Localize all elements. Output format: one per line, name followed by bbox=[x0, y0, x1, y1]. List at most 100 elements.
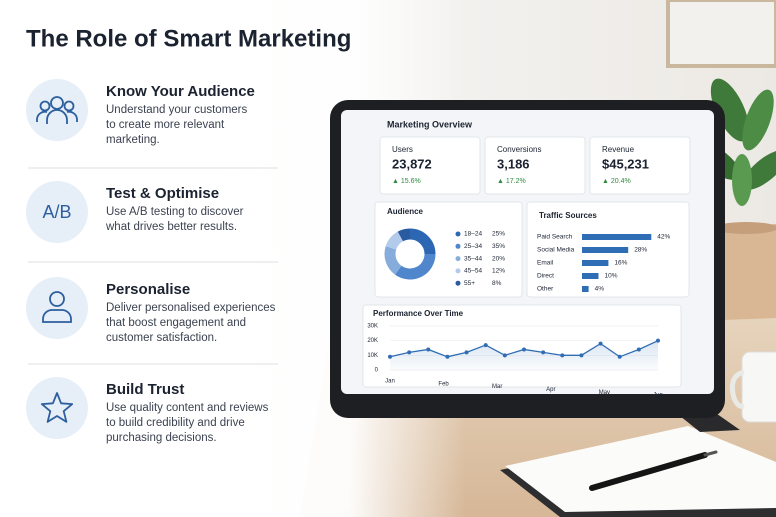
point bbox=[522, 347, 526, 352]
x-tick-label: Jun bbox=[653, 393, 663, 399]
y-tick-label: 20K bbox=[367, 338, 378, 344]
item: A/B Test & Optimise Use A/B testing to dis… bbox=[26, 181, 278, 263]
chart-title: Performance Over Time bbox=[373, 309, 464, 318]
item-title: Build Trust bbox=[106, 381, 184, 398]
point bbox=[502, 353, 507, 358]
item-description: Deliver personalised experiences bbox=[106, 302, 276, 314]
point bbox=[579, 353, 584, 358]
legend-label: 18–24 bbox=[464, 231, 482, 238]
item-description: that boost engagement and bbox=[106, 317, 246, 329]
donut-segment bbox=[384, 246, 402, 275]
item-description: Use A/B testing to discover bbox=[106, 206, 244, 218]
point bbox=[445, 354, 450, 359]
y-tick-label: 10K bbox=[367, 353, 378, 359]
value-label: 25% bbox=[492, 231, 505, 238]
value-label: 42% bbox=[657, 234, 670, 241]
legend-dot bbox=[455, 268, 461, 274]
bar bbox=[582, 247, 629, 253]
y-tick-label: 30K bbox=[367, 324, 378, 330]
bar bbox=[582, 234, 652, 240]
donut-segment bbox=[385, 231, 404, 250]
category-label: Social Media bbox=[537, 247, 575, 254]
point bbox=[560, 353, 565, 358]
icon-part bbox=[42, 309, 72, 323]
bar bbox=[582, 286, 589, 292]
x-tick-label: Apr bbox=[546, 387, 555, 393]
card bbox=[484, 136, 586, 195]
icon-part bbox=[63, 100, 75, 112]
item-title: Personalise bbox=[106, 281, 190, 298]
item-description: Use quality content and reviews bbox=[106, 402, 269, 414]
legend-dot bbox=[455, 231, 461, 237]
area bbox=[390, 340, 658, 370]
point bbox=[483, 343, 488, 348]
item-icon bbox=[26, 377, 88, 439]
point bbox=[636, 347, 641, 352]
value-label: 8% bbox=[492, 280, 502, 287]
value-label: 16% bbox=[614, 260, 627, 267]
point bbox=[407, 350, 412, 355]
category-label: Direct bbox=[537, 273, 554, 280]
legend-label: 35–44 bbox=[464, 255, 482, 262]
value-label: 10% bbox=[605, 273, 618, 280]
kpi-change: ▲ 20.4% bbox=[602, 178, 631, 185]
item-description: Understand your customers bbox=[106, 104, 248, 116]
value-label: 4% bbox=[595, 286, 605, 293]
item-icon bbox=[26, 181, 88, 243]
item-description: to create more relevant bbox=[106, 119, 225, 131]
dashboard: Marketing Overview Users 23,872 ▲ 15.6% Conv… bbox=[362, 119, 691, 399]
item-description: what drives better results. bbox=[105, 221, 237, 233]
x-tick-label: Jan bbox=[385, 379, 395, 385]
value-label: 20% bbox=[492, 255, 505, 262]
x-tick-label: May bbox=[599, 390, 610, 396]
item-title: Test & Optimise bbox=[106, 185, 219, 202]
chart-title: Audience bbox=[387, 207, 424, 216]
card bbox=[379, 136, 481, 195]
category-label: Email bbox=[537, 260, 554, 267]
icon-part bbox=[36, 109, 78, 124]
icon-part bbox=[50, 96, 64, 110]
item: Know Your Audience Understand your custom… bbox=[26, 79, 278, 169]
point bbox=[464, 350, 469, 355]
kpi-value: 23,872 bbox=[392, 156, 432, 171]
bar bbox=[582, 260, 609, 266]
point bbox=[426, 347, 431, 352]
donut-segment bbox=[397, 228, 411, 242]
item-icon bbox=[26, 277, 88, 339]
dashboard-title: Marketing Overview bbox=[387, 119, 473, 129]
kpi-label: Users bbox=[392, 145, 413, 154]
legend-label: 25–34 bbox=[464, 243, 482, 250]
item-list: Know Your Audience Understand your custom… bbox=[26, 79, 278, 444]
value-label: 28% bbox=[634, 247, 647, 254]
item-description: customer satisfaction. bbox=[106, 332, 217, 344]
legend-dot bbox=[455, 256, 461, 262]
item-description: marketing. bbox=[106, 134, 160, 146]
kpi-change: ▲ 15.6% bbox=[392, 178, 421, 185]
point bbox=[388, 354, 392, 359]
value-label: 12% bbox=[492, 268, 505, 275]
legend-label: 45–54 bbox=[464, 268, 482, 275]
item-title: Know Your Audience bbox=[106, 83, 255, 100]
donut-segment bbox=[395, 253, 436, 280]
legend-dot bbox=[455, 243, 461, 249]
legend-label: 55+ bbox=[464, 280, 475, 287]
category-label: Paid Search bbox=[537, 234, 573, 241]
point bbox=[656, 338, 660, 343]
point bbox=[617, 354, 622, 359]
x-tick-label: Feb bbox=[438, 381, 449, 387]
card bbox=[589, 136, 691, 195]
point bbox=[598, 341, 603, 346]
chart-title: Traffic Sources bbox=[539, 211, 597, 220]
icon-part bbox=[40, 392, 74, 423]
x-tick-label: Mar bbox=[492, 384, 502, 390]
kpi-label: Revenue bbox=[602, 145, 635, 154]
value-label: 35% bbox=[492, 243, 505, 250]
category-label: Other bbox=[537, 286, 554, 293]
item-description: purchasing decisions. bbox=[106, 432, 217, 444]
item: Build Trust Use quality content and revie… bbox=[26, 377, 269, 444]
donut-segment bbox=[409, 228, 436, 255]
icon-part bbox=[49, 291, 65, 307]
kpi-label: Conversions bbox=[497, 145, 541, 154]
